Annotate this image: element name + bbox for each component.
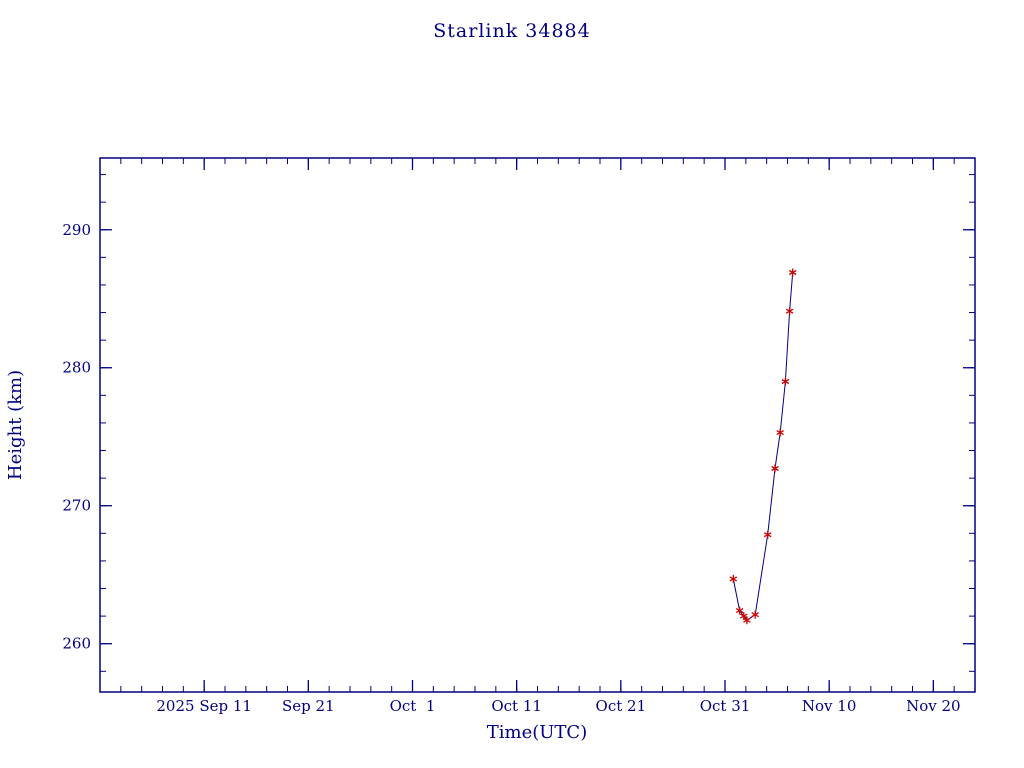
data-point-marker xyxy=(743,616,751,625)
data-point-marker xyxy=(776,428,784,437)
y-tick-label: 280 xyxy=(62,359,91,377)
x-tick-label: Sep 21 xyxy=(282,697,335,715)
y-tick-label: 270 xyxy=(62,497,91,515)
y-tick-label: 290 xyxy=(62,221,91,239)
y-tick-label: 260 xyxy=(62,635,91,653)
height-series-line xyxy=(732,272,794,621)
data-point-marker xyxy=(729,574,738,583)
data-point-marker xyxy=(735,606,744,615)
plot-frame xyxy=(99,157,976,693)
data-point-marker xyxy=(781,377,790,386)
data-point-marker xyxy=(785,307,794,316)
x-tick-label: Oct 1 xyxy=(390,697,436,715)
x-tick-label: Oct 31 xyxy=(700,697,751,715)
plot-area: 2025 Sep 11 Sep 21 Oct 1 Oct 11 Oct 21 Oct 31… xyxy=(62,157,976,715)
chart-title: Starlink 34884 xyxy=(433,20,590,42)
y-axis-label: Height (km) xyxy=(5,370,26,480)
data-point-marker xyxy=(751,610,759,619)
x-tick-label: Nov 10 xyxy=(802,697,857,715)
x-tick-label: Oct 11 xyxy=(491,697,542,715)
x-axis-label: Time(UTC) xyxy=(487,722,587,743)
x-tick-label: Oct 21 xyxy=(596,697,647,715)
data-point-marker xyxy=(788,268,797,277)
data-point-marker xyxy=(763,530,772,539)
data-point-marker xyxy=(771,464,779,473)
x-tick-label: Nov 20 xyxy=(906,697,961,715)
x-tick-label: 2025 Sep 11 xyxy=(156,697,252,715)
